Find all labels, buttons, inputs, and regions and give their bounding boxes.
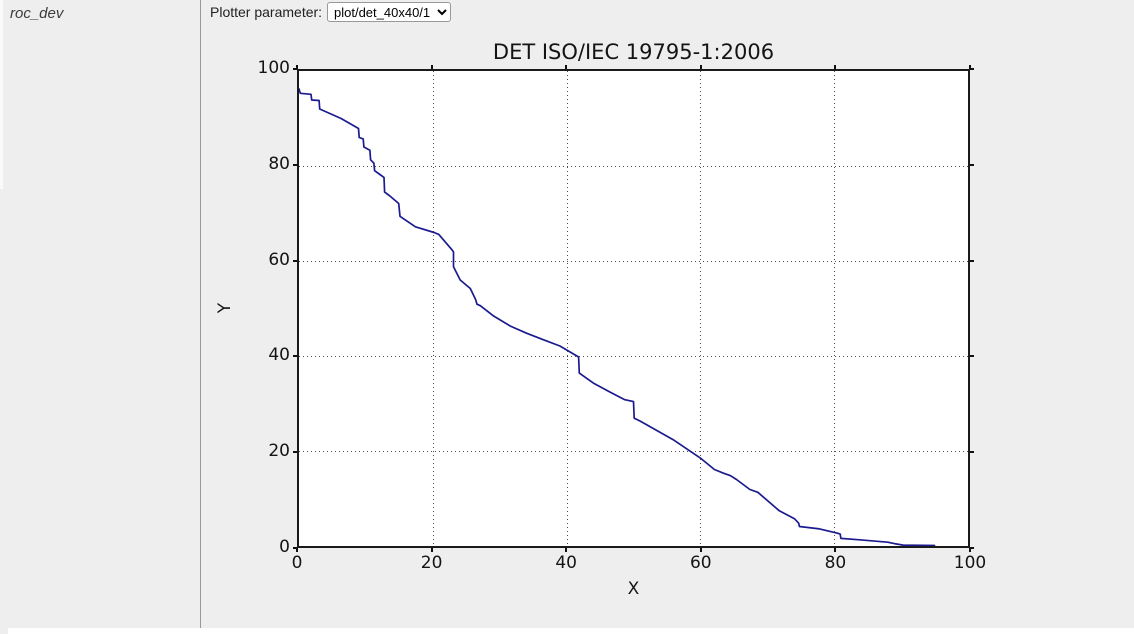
y-tick-label-100: 100 [257, 58, 290, 78]
y-tick-0 [293, 547, 297, 549]
gridline-y-40 [299, 356, 968, 357]
plotter-parameter-label: Plotter parameter: [210, 4, 323, 20]
x-tick-0 [296, 548, 298, 552]
x-tick-label-40: 40 [555, 553, 578, 573]
x-tick-40 [565, 548, 568, 552]
y-tick-label-40: 40 [268, 345, 290, 366]
chart-title: DET ISO/IEC 19795-1:2006 [492, 40, 775, 64]
sidebar-edge [0, 0, 3, 189]
gridline-x-40 [566, 71, 568, 546]
x-tick-top-0 [296, 65, 298, 69]
y-tick-80 [293, 163, 297, 166]
y-tick-60 [293, 259, 297, 262]
gridline-x-80 [834, 71, 836, 546]
gridline-y-60 [299, 261, 968, 262]
y-tick-right-80 [970, 163, 974, 166]
x-tick-top-40 [565, 65, 568, 69]
x-tick-60 [699, 548, 702, 552]
y-tick-right-20 [970, 451, 974, 454]
y-tick-right-40 [970, 355, 974, 358]
y-tick-label-60: 60 [268, 249, 290, 270]
y-axis-label: Y [215, 302, 236, 314]
det-curve [299, 88, 936, 546]
plotter-parameter-select[interactable]: plot/det_40x40/1 [327, 2, 451, 22]
x-tick-label-20: 20 [420, 553, 443, 573]
x-tick-100 [969, 548, 971, 552]
x-tick-label-80: 80 [824, 553, 847, 573]
bottom-strip [8, 628, 1134, 634]
x-tick-label-100: 100 [953, 553, 987, 573]
y-tick-label-0: 0 [279, 537, 290, 557]
gridline-x-20 [432, 71, 434, 546]
gridline-y-80 [299, 166, 968, 167]
y-tick-right-60 [970, 259, 974, 262]
gridline-x-60 [700, 71, 702, 546]
y-tick-40 [293, 355, 297, 358]
y-tick-label-20: 20 [268, 441, 290, 462]
y-tick-right-100 [970, 68, 974, 70]
x-axis-label: X [627, 579, 640, 599]
det-curve-line [299, 88, 936, 546]
x-tick-20 [430, 548, 433, 552]
x-tick-80 [834, 548, 837, 552]
y-tick-100 [293, 68, 297, 70]
sidebar-item-roc-dev[interactable]: roc_dev [10, 5, 64, 22]
sidebar: roc_dev [0, 0, 201, 634]
x-tick-top-20 [430, 65, 433, 69]
x-tick-label-60: 60 [689, 553, 712, 573]
gridline-y-20 [299, 451, 968, 452]
y-tick-20 [293, 451, 297, 454]
x-tick-top-60 [699, 65, 702, 69]
x-tick-top-80 [834, 65, 837, 69]
x-tick-label-0: 0 [291, 553, 303, 573]
y-tick-label-80: 80 [268, 153, 290, 174]
y-tick-right-0 [970, 547, 974, 549]
plot-area [297, 69, 970, 548]
x-tick-top-100 [969, 65, 971, 69]
